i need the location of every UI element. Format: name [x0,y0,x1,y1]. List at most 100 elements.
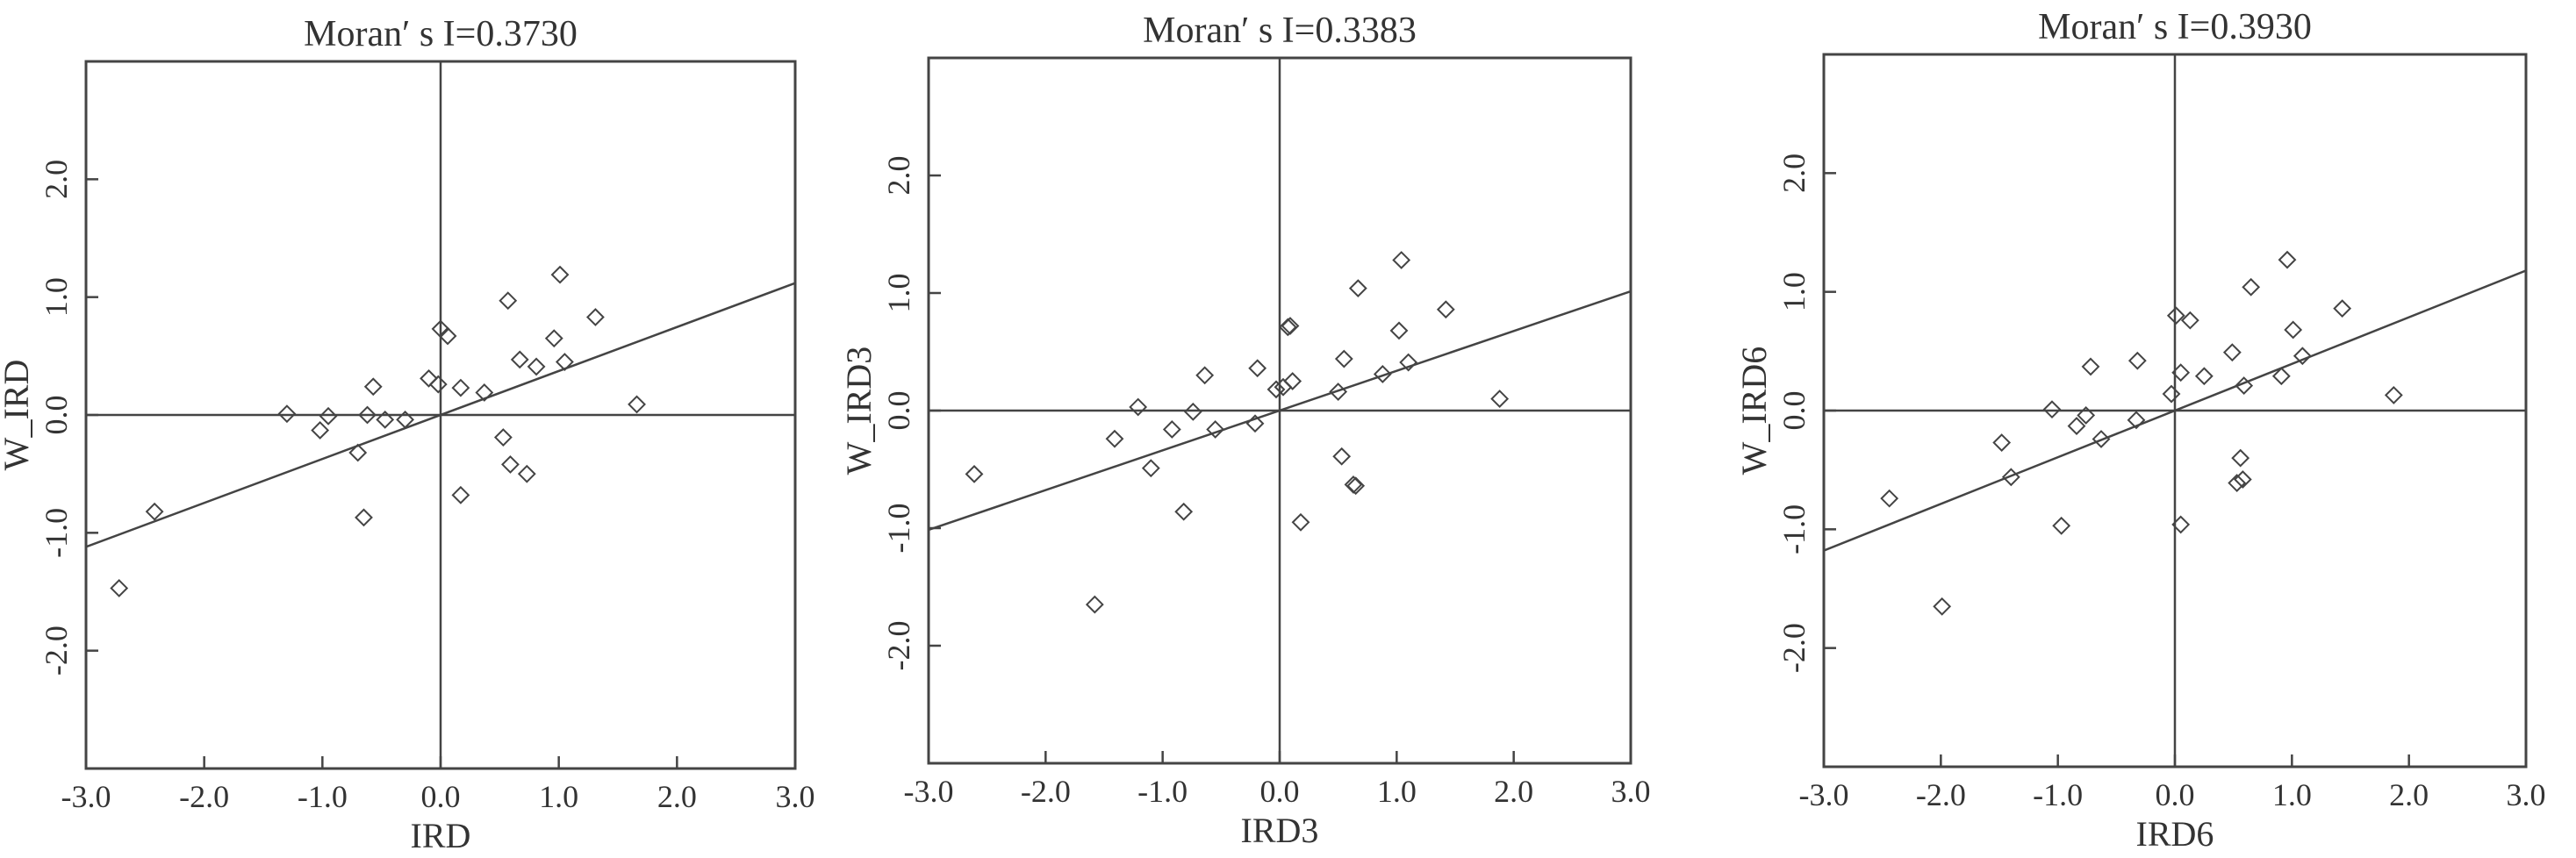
panel-title: Moran′ s I=0.3930 [2038,7,2312,47]
data-point [493,428,513,447]
data-point [1281,317,1300,335]
data-point [1183,402,1202,421]
data-point [1174,502,1194,521]
data-point [1392,251,1411,269]
data-point [544,329,563,348]
data-point [396,410,415,429]
data-point [2235,376,2254,395]
data-point [311,421,330,440]
data-point [1332,447,1352,466]
x-tick-label: 1.0 [539,779,578,814]
data-point [517,464,536,483]
data-point [2052,516,2071,535]
x-tick-label: -3.0 [1799,777,1849,812]
y-tick-label: 2.0 [39,160,74,199]
data-point [2042,400,2062,419]
x-tick-label: -2.0 [1021,774,1071,809]
data-point [1373,365,1392,383]
data-point [451,378,470,397]
data-point [1334,349,1353,368]
data-point [1291,512,1310,532]
y-tick-label: 2.0 [1776,154,1812,193]
data-point [1195,366,1215,385]
data-point [2171,515,2191,534]
x-tick-label: 3.0 [776,779,815,814]
data-point [428,375,448,394]
x-tick-label: 1.0 [1377,774,1417,809]
y-tick-label: 1.0 [39,277,74,317]
data-point [2128,351,2147,370]
data-point [451,485,470,504]
regression-line [929,290,1631,532]
data-point [2067,417,2086,436]
data-point [585,308,605,326]
data-point [1274,377,1293,397]
data-point [277,404,297,424]
y-tick-label: -1.0 [881,504,916,554]
y-axis-title: W_IRD6 [1734,347,1774,475]
data-point [348,443,368,462]
data-point [363,377,383,397]
data-point [1085,595,1104,614]
data-point [2242,277,2261,297]
x-tick-label: 3.0 [1611,774,1651,809]
y-tick-label: 0.0 [1776,391,1812,431]
moran-panel-1: -3.0 -2.0 -1.0 0.0 1.0 2.0 3.0 -2.0 -1.0 0.0 1.0 2.… [0,14,815,855]
data-point [1248,359,1267,378]
data-point [550,265,570,284]
data-point [1141,459,1160,478]
data-point [2194,367,2214,386]
y-tick-label: -2.0 [1776,623,1812,673]
data-point [1992,433,2012,452]
x-tick-label: -1.0 [298,779,348,814]
x-tick-label: 2.0 [2389,777,2429,812]
x-axis-title: IRD [411,816,471,855]
y-tick-label: 1.0 [881,274,916,313]
x-axis-title: IRD6 [2136,814,2214,854]
data-point [2293,347,2312,366]
panel-title: Moran′ s I=0.3730 [304,14,578,54]
y-axis-title: W_IRD [0,360,36,471]
data-point [1329,383,1348,401]
y-tick-label: -1.0 [39,508,74,558]
data-point [2222,343,2242,362]
x-tick-label: 0.0 [1260,774,1300,809]
data-point [2001,468,2020,487]
data-point [1266,380,1286,399]
data-point [2228,474,2247,492]
x-axis-title: IRD3 [1241,811,1319,850]
data-point [319,406,338,425]
y-tick-label: 1.0 [1776,272,1812,311]
data-point [1105,429,1124,448]
x-tick-label: -3.0 [904,774,954,809]
data-point [1399,353,1418,372]
data-point [2180,311,2199,330]
data-point [438,326,457,346]
y-tick-label: -2.0 [39,626,74,676]
data-point [2171,363,2191,383]
x-tick-label: -1.0 [2033,777,2083,812]
x-tick-label: -1.0 [1137,774,1188,809]
data-point [1162,420,1181,439]
y-axis-title: W_IRD3 [839,347,879,475]
data-point [1129,397,1148,417]
y-tick-label: -2.0 [881,621,916,671]
moran-panel-2: -3.0 -2.0 -1.0 0.0 1.0 2.0 3.0 -2.0 -1.0 0.0 1.0 2.… [839,11,1651,850]
data-point [2284,320,2303,340]
data-point [2081,357,2100,376]
data-point [2077,405,2096,425]
data-point [355,508,373,527]
data-point [2333,299,2352,318]
regression-line [1824,269,2526,552]
y-tick-label: 0.0 [881,391,916,431]
regression-line [86,282,795,548]
y-tick-label: 0.0 [39,396,74,435]
y-tick-label: 2.0 [881,156,916,196]
data-point [1206,420,1225,439]
x-tick-label: -2.0 [1916,777,1966,812]
data-point [1880,489,1899,508]
data-point [2278,250,2297,269]
x-tick-label: 1.0 [2272,777,2312,812]
data-point [499,291,518,311]
